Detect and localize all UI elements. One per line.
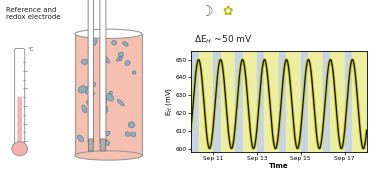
Ellipse shape — [88, 47, 92, 55]
Bar — [308, 51, 323, 152]
Bar — [198, 51, 213, 152]
Ellipse shape — [116, 57, 121, 61]
Bar — [323, 51, 330, 152]
Ellipse shape — [120, 53, 123, 61]
Ellipse shape — [132, 71, 136, 74]
FancyBboxPatch shape — [100, 0, 106, 143]
Ellipse shape — [75, 29, 142, 38]
Ellipse shape — [117, 99, 124, 106]
Ellipse shape — [90, 91, 94, 96]
Text: ✿: ✿ — [223, 5, 233, 18]
Ellipse shape — [82, 59, 88, 64]
FancyBboxPatch shape — [15, 49, 25, 146]
Bar — [191, 51, 198, 152]
Text: $\Delta$E$_H$ ~50 mV: $\Delta$E$_H$ ~50 mV — [194, 34, 253, 46]
Bar — [265, 51, 279, 152]
Ellipse shape — [82, 105, 87, 113]
Ellipse shape — [118, 52, 123, 57]
Bar — [345, 51, 352, 152]
FancyBboxPatch shape — [17, 97, 22, 145]
Bar — [352, 51, 367, 152]
Ellipse shape — [122, 42, 128, 46]
Ellipse shape — [85, 87, 91, 94]
Bar — [220, 51, 235, 152]
Bar — [213, 51, 220, 152]
Ellipse shape — [106, 94, 113, 101]
Bar — [279, 51, 287, 152]
Ellipse shape — [78, 86, 86, 93]
Ellipse shape — [105, 131, 110, 136]
FancyBboxPatch shape — [88, 139, 93, 151]
X-axis label: Time: Time — [269, 163, 288, 169]
Bar — [330, 51, 345, 152]
FancyBboxPatch shape — [88, 0, 93, 143]
Ellipse shape — [105, 56, 110, 63]
Ellipse shape — [102, 98, 107, 105]
Ellipse shape — [128, 122, 135, 128]
Ellipse shape — [131, 132, 136, 137]
Ellipse shape — [125, 61, 130, 65]
Ellipse shape — [91, 82, 96, 87]
Ellipse shape — [109, 91, 113, 95]
Bar — [235, 51, 243, 152]
Ellipse shape — [77, 135, 84, 142]
Ellipse shape — [87, 100, 93, 105]
Circle shape — [12, 142, 28, 156]
Ellipse shape — [125, 132, 130, 136]
FancyBboxPatch shape — [100, 139, 106, 151]
Ellipse shape — [103, 140, 110, 145]
Text: Reference and
redox electrode: Reference and redox electrode — [6, 7, 60, 20]
Y-axis label: E$_H$ (mV): E$_H$ (mV) — [164, 87, 174, 116]
Ellipse shape — [112, 41, 117, 45]
Ellipse shape — [104, 106, 108, 113]
Bar — [301, 51, 308, 152]
Ellipse shape — [75, 151, 142, 160]
FancyBboxPatch shape — [75, 34, 142, 155]
Text: °C: °C — [27, 46, 34, 52]
Ellipse shape — [90, 37, 97, 46]
Bar — [257, 51, 265, 152]
Text: ☽: ☽ — [200, 4, 213, 19]
Bar — [243, 51, 257, 152]
Bar — [287, 51, 301, 152]
